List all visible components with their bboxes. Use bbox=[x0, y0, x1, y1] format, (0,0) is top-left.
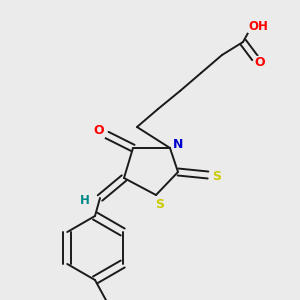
Text: O: O bbox=[94, 124, 104, 137]
Text: S: S bbox=[155, 197, 164, 211]
Text: N: N bbox=[173, 139, 183, 152]
Text: O: O bbox=[255, 56, 265, 70]
Text: S: S bbox=[212, 169, 221, 182]
Text: H: H bbox=[80, 194, 90, 206]
Text: OH: OH bbox=[248, 20, 268, 32]
